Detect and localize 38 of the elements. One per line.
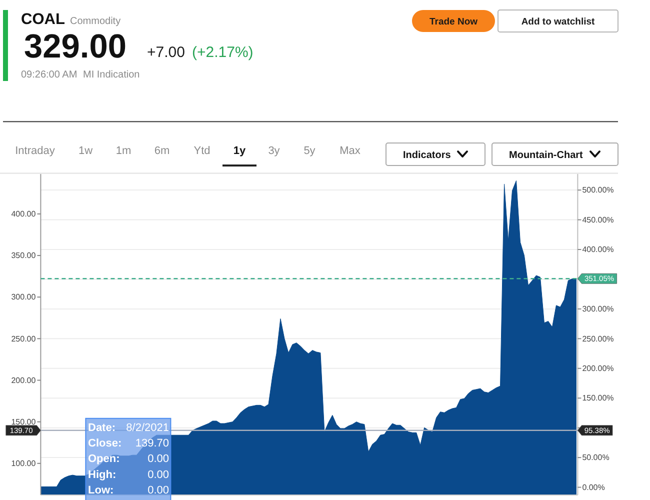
text: Intraday [15, 145, 56, 157]
chart-subtitle: Commodity [70, 16, 121, 27]
y2-tick-label: 400.00% [582, 245, 614, 254]
text: Ytd [194, 145, 210, 157]
chart-type-dropdown: Mountain-Chart [492, 142, 618, 166]
text: Max [340, 145, 361, 157]
y-tick-label: 100.00 [11, 459, 36, 468]
text: 6m [154, 145, 170, 157]
y-tick-label: 150.00 [11, 417, 36, 426]
y2-tick-label: 300.00% [582, 304, 614, 314]
chart-title: COAL [21, 10, 65, 28]
text: MI Indication [83, 70, 140, 80]
y2-tick-label: 150.00% [582, 394, 614, 403]
indicators-dropdown: Indicators [386, 142, 486, 166]
y2-tick-label: 200.00% [582, 364, 614, 374]
text: +7.00 [147, 44, 185, 61]
text: 1y [233, 145, 246, 157]
tooltip: Date: 8/2/2021 Close: 139.70 Open: 0.00 High: 0.00 Low: 0.00 [85, 418, 172, 500]
text: 5y [304, 145, 316, 157]
text: 1m [116, 145, 132, 157]
text: (+2.17%) [192, 44, 254, 61]
y2-tick-label: 50.00% [582, 453, 610, 462]
text: 329.00 [24, 28, 126, 66]
y2-tick-label: 250.00% [582, 334, 614, 344]
y-tick-label: 200.00 [11, 376, 36, 385]
y2-tick-label: 0.00% [582, 482, 605, 492]
text: 09:26:00 AM [21, 70, 78, 80]
text: 3y [268, 145, 280, 157]
watchlist-button: Add to watchlist [498, 10, 618, 32]
y-tick-label: 300.00 [11, 292, 36, 302]
y-tick-label: 250.00 [11, 334, 36, 344]
y-tick-label: 400.00 [11, 210, 36, 219]
annotation: Date: 8/2/2021 [88, 422, 169, 434]
text: 1w [78, 145, 93, 157]
y2-tick-label: 450.00% [582, 215, 614, 224]
trade-now-button: Trade Now [412, 10, 495, 32]
y-tick-label: 350.00 [11, 251, 36, 260]
y2-tick-label: 500.00% [582, 186, 614, 195]
